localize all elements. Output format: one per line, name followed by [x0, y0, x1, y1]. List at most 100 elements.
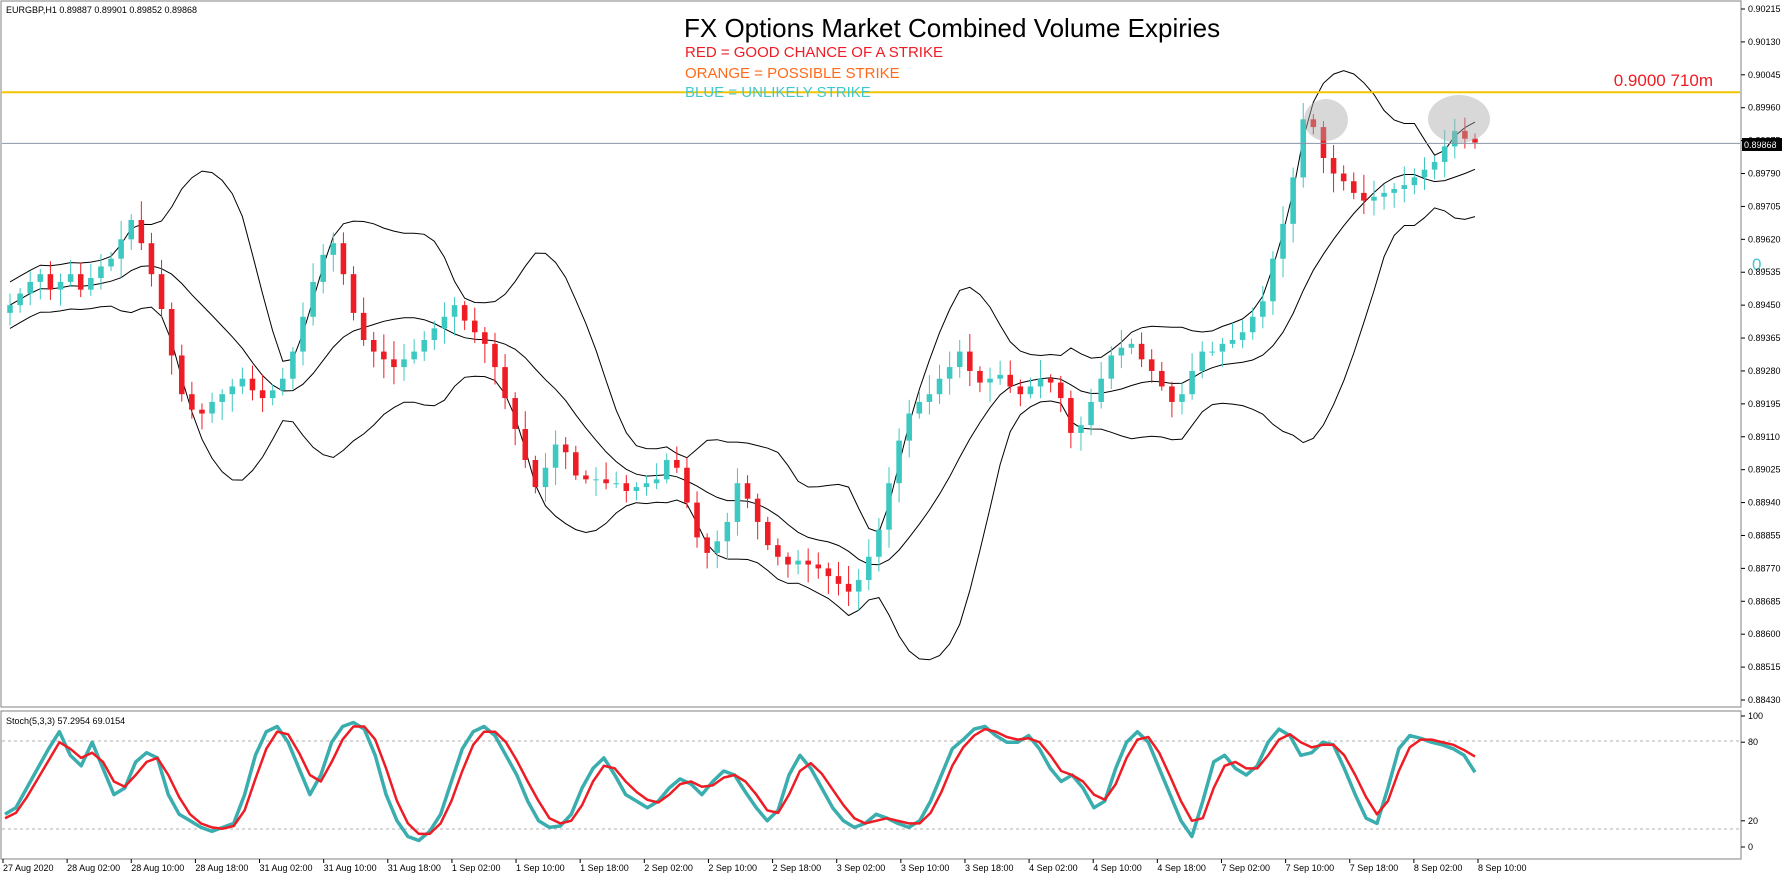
time-tick-label: 31 Aug 10:00 — [324, 863, 377, 873]
candle-body — [977, 370, 983, 383]
candle-body — [492, 343, 498, 368]
candle-body — [168, 309, 175, 356]
candle-body — [1037, 378, 1044, 387]
stochastic-lines — [4, 720, 1477, 843]
stoch-panel-frame — [0, 710, 1742, 860]
stoch-tick-label: 20 — [1748, 816, 1758, 826]
candle-body — [239, 378, 246, 387]
time-tick-label: 8 Sep 02:00 — [1414, 863, 1463, 873]
candle-body — [997, 374, 1003, 379]
candle-body — [1411, 177, 1418, 186]
candle-body — [1179, 394, 1185, 402]
bollinger-upper — [9, 70, 1476, 533]
candle-body — [1371, 196, 1377, 201]
chart-symbol-info: EURGBP,H1 0.89887 0.89901 0.89852 0.8986… — [6, 5, 197, 15]
candle-body — [906, 413, 912, 441]
candle-body — [1239, 332, 1246, 340]
candle-body — [330, 243, 337, 255]
side-label: 0. — [1752, 255, 1766, 274]
candle-body — [482, 332, 488, 344]
candle-body — [896, 440, 902, 484]
candle-body — [290, 351, 296, 379]
price-axis: 0.90215 0.90130 0.90045 0.89960 0.89875 0.897… — [1741, 4, 1781, 705]
stoch-main-line — [4, 720, 1477, 843]
price-tick-label: 0.89875 — [1748, 136, 1781, 146]
candle-body — [866, 556, 872, 580]
candle-body — [259, 390, 266, 399]
candle-body — [714, 541, 721, 553]
price-tick-label: 0.90045 — [1748, 70, 1781, 80]
candle-body — [775, 545, 781, 557]
bollinger-bands — [9, 70, 1476, 661]
candle-body — [886, 483, 892, 530]
candle-body — [704, 537, 710, 553]
time-tick-label: 2 Sep 10:00 — [708, 863, 757, 873]
candle-body — [1007, 374, 1014, 387]
price-tick-label: 0.89705 — [1748, 201, 1781, 211]
candle-body — [946, 367, 953, 379]
candle-body — [441, 316, 448, 329]
candle-body — [512, 398, 518, 430]
candle-body — [1421, 169, 1428, 178]
price-tick-label: 0.90215 — [1748, 4, 1781, 14]
price-tick-label: 0.88855 — [1748, 530, 1781, 540]
candle-body — [663, 459, 670, 480]
candle-body — [370, 339, 377, 352]
candle-body — [219, 394, 225, 402]
candle-body — [37, 274, 44, 282]
price-tick-label: 0.90130 — [1748, 37, 1781, 47]
candle-body — [734, 483, 741, 522]
candle-body — [1209, 351, 1216, 353]
candle-body — [57, 281, 64, 290]
current-price-tag — [1742, 138, 1782, 151]
candle-body — [653, 479, 660, 484]
candle-body — [825, 568, 832, 577]
price-tick-label: 0.89620 — [1748, 234, 1781, 244]
candle-body — [1219, 343, 1226, 352]
legend-blue: BLUE = UNLIKELY STRIKE — [685, 84, 871, 101]
candle-body — [1189, 370, 1195, 395]
candle-body — [1270, 258, 1276, 302]
candle-body — [694, 502, 700, 538]
candle-body — [158, 274, 165, 310]
candle-body — [1361, 192, 1367, 201]
stoch-label: Stoch(5,3,3) 57.2954 69.0154 — [6, 716, 125, 726]
candle-body — [1159, 370, 1165, 387]
candle-body — [471, 320, 478, 333]
candle-body — [855, 579, 862, 592]
candle-body — [724, 521, 731, 542]
candle-body — [1290, 177, 1296, 224]
candle-body — [360, 312, 367, 340]
candle-body — [1472, 138, 1478, 143]
price-tick-label: 0.89365 — [1748, 333, 1781, 343]
time-tick-label: 7 Sep 10:00 — [1286, 863, 1335, 873]
time-tick-label: 3 Sep 02:00 — [837, 863, 886, 873]
candle-body — [47, 274, 54, 290]
candle-body — [532, 459, 539, 488]
candle-body — [27, 281, 33, 294]
candle-body — [1330, 158, 1337, 174]
candle-body — [1381, 192, 1387, 197]
candle-body — [209, 401, 215, 414]
candle-body — [1280, 223, 1286, 259]
candle-body — [542, 467, 549, 488]
candle-body — [956, 351, 963, 368]
legend-red: RED = GOOD CHANCE OF A STRIKE — [685, 44, 943, 61]
candle-body — [401, 359, 407, 368]
candle-body — [148, 243, 155, 275]
candle-body — [1169, 386, 1175, 402]
candle-body — [1340, 173, 1347, 182]
price-tick-label: 0.89110 — [1748, 432, 1780, 442]
candle-body — [1047, 378, 1054, 383]
time-tick-label: 3 Sep 18:00 — [965, 863, 1014, 873]
stoch-tick-label: 0 — [1748, 842, 1753, 852]
candle-body — [815, 564, 822, 569]
candle-body — [1320, 127, 1327, 159]
stoch-axis: 100 80 20 0 — [1741, 711, 1763, 852]
candle-body — [1452, 130, 1458, 147]
candle-body — [1462, 130, 1468, 139]
candle-body — [936, 378, 943, 395]
candle-body — [1148, 359, 1155, 371]
